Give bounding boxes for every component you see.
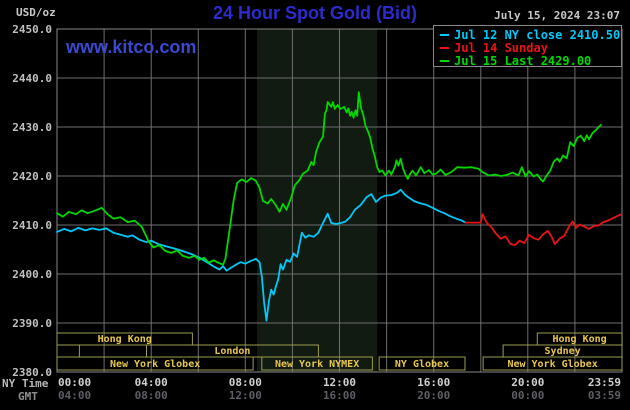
y-axis-tick: 2450.0	[12, 23, 52, 36]
x-axis-gmt-label: GMT	[18, 390, 38, 403]
session-label: New York Globex	[110, 359, 200, 370]
session-box-stub	[56, 344, 80, 358]
x-axis-tick-gmt: 04:00	[58, 389, 91, 402]
session-label: NY Globex	[395, 359, 449, 370]
x-axis-tick-ny: 23:59	[588, 376, 621, 389]
session-label: London	[214, 346, 250, 357]
nymex-session-band	[257, 29, 378, 372]
y-axis-tick: 2440.0	[12, 72, 52, 85]
y-axis-tick: 2420.0	[12, 170, 52, 183]
legend-item-jul15: Jul 15 Last 2429.00	[440, 53, 621, 68]
page-title: 24 Hour Spot Gold (Bid)	[213, 3, 417, 23]
y-axis-tick: 2410.0	[12, 219, 52, 232]
x-axis-tick-gmt: 20:00	[417, 389, 450, 402]
session-label: New York Globex	[507, 359, 597, 370]
legend-label: Jul 15 Last 2429.00	[454, 53, 592, 68]
x-axis-tick-gmt: 08:00	[135, 389, 168, 402]
x-axis-tick-ny: 12:00	[323, 376, 356, 389]
legend-dash-icon	[440, 46, 449, 49]
legend-dash-icon	[440, 33, 449, 36]
x-axis-tick-ny: 20:00	[511, 376, 544, 389]
x-axis-tick-gmt: 00:00	[511, 389, 544, 402]
x-axis-tick-gmt: 12:00	[229, 389, 262, 402]
session-box-new-york-globex	[56, 356, 254, 371]
session-label: Hong Kong	[98, 334, 152, 345]
session-box-ny-globex	[378, 356, 466, 371]
x-axis-tick-gmt: 03:59	[588, 389, 621, 402]
legend-item-jul14: Jul 14 Sunday	[440, 40, 621, 55]
x-axis-tick-ny: 00:00	[58, 376, 91, 389]
session-label: New York NYMEX	[275, 359, 359, 370]
y-axis-tick: 2380.0	[12, 366, 52, 379]
series-line-jul-15-last	[56, 91, 602, 266]
y-axis-tick: 2400.0	[12, 268, 52, 281]
legend-dash-icon	[440, 59, 449, 62]
x-axis-tick-ny: 16:00	[417, 376, 450, 389]
x-axis-tick-ny: 08:00	[229, 376, 262, 389]
chart-timestamp: July 15, 2024 23:07	[494, 9, 620, 22]
legend-label: Jul 12 NY close 2410.50	[454, 27, 621, 42]
y-axis-tick: 2430.0	[12, 121, 52, 134]
legend-label: Jul 14 Sunday	[454, 40, 548, 55]
session-box-new-york-globex	[482, 356, 623, 371]
y-axis-units-label: USD/oz	[16, 6, 56, 19]
plot-border	[56, 28, 623, 373]
session-label: Hong Kong	[553, 334, 607, 345]
session-box-hong-kong	[56, 332, 193, 346]
x-axis-ny-time-label: NY Time	[2, 377, 49, 390]
legend-item-jul12: Jul 12 NY close 2410.50	[440, 27, 621, 42]
x-axis-tick-ny: 04:00	[135, 376, 168, 389]
kitco-watermark-link[interactable]: www.kitco.com	[66, 37, 197, 57]
series-line-jul-14-sunday	[464, 213, 623, 247]
y-axis-tick: 2390.0	[12, 317, 52, 330]
session-box-new-york-nymex	[261, 356, 373, 371]
session-label: Sydney	[545, 346, 581, 357]
legend-box: Jul 12 NY close 2410.50 Jul 14 Sunday Ju…	[433, 25, 622, 68]
x-axis-tick-gmt: 16:00	[323, 389, 356, 402]
